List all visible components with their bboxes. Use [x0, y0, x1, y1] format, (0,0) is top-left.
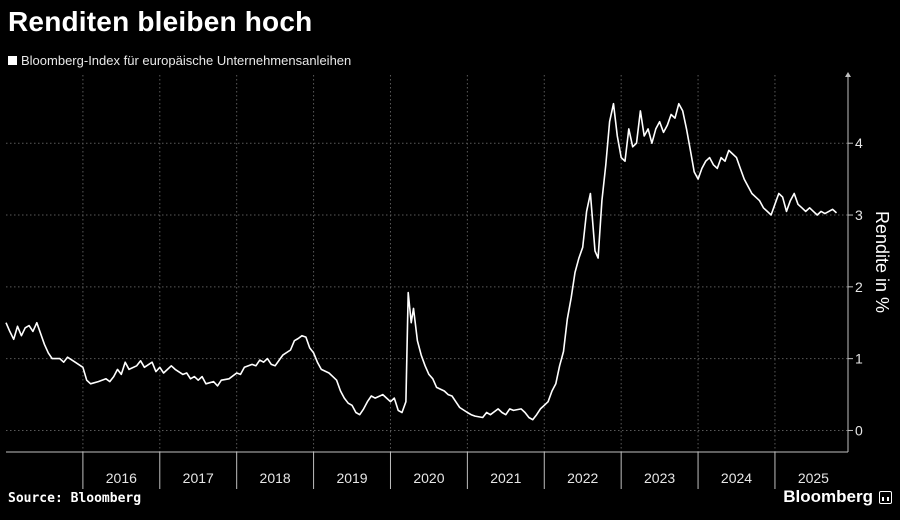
- brand-name: Bloomberg: [783, 487, 873, 506]
- y-tick-label: 4: [855, 135, 863, 151]
- x-tick-label: 2022: [567, 470, 598, 486]
- x-tick-label: 2018: [260, 470, 291, 486]
- legend-label: Bloomberg-Index für europäische Unterneh…: [21, 53, 352, 68]
- bloomberg-logo: Bloomberg: [783, 487, 892, 507]
- x-tick-label: 2024: [721, 470, 752, 486]
- x-tick-label: 2020: [413, 470, 444, 486]
- series-line: [5, 102, 838, 421]
- x-tick-label: 2017: [183, 470, 214, 486]
- x-tick-label: 2023: [644, 470, 675, 486]
- x-tick-label: 2019: [336, 470, 367, 486]
- chart-legend: Bloomberg-Index für europäische Unterneh…: [8, 53, 351, 68]
- y-axis-arrow: [845, 72, 851, 77]
- y-axis-title: Rendite in %: [872, 211, 892, 313]
- x-tick-label: 2016: [106, 470, 137, 486]
- legend-swatch: [8, 56, 17, 65]
- bloomberg-chart-icon: [879, 490, 892, 504]
- y-tick-label: 0: [855, 422, 863, 438]
- y-tick-label: 1: [855, 351, 863, 367]
- source-note: Source: Bloomberg: [8, 491, 142, 506]
- x-tick-label: 2025: [798, 470, 829, 486]
- y-tick-label: 2: [855, 279, 863, 295]
- x-tick-label: 2021: [490, 470, 521, 486]
- y-tick-label: 3: [855, 207, 863, 223]
- chart-title: Renditen bleiben hoch: [8, 6, 313, 37]
